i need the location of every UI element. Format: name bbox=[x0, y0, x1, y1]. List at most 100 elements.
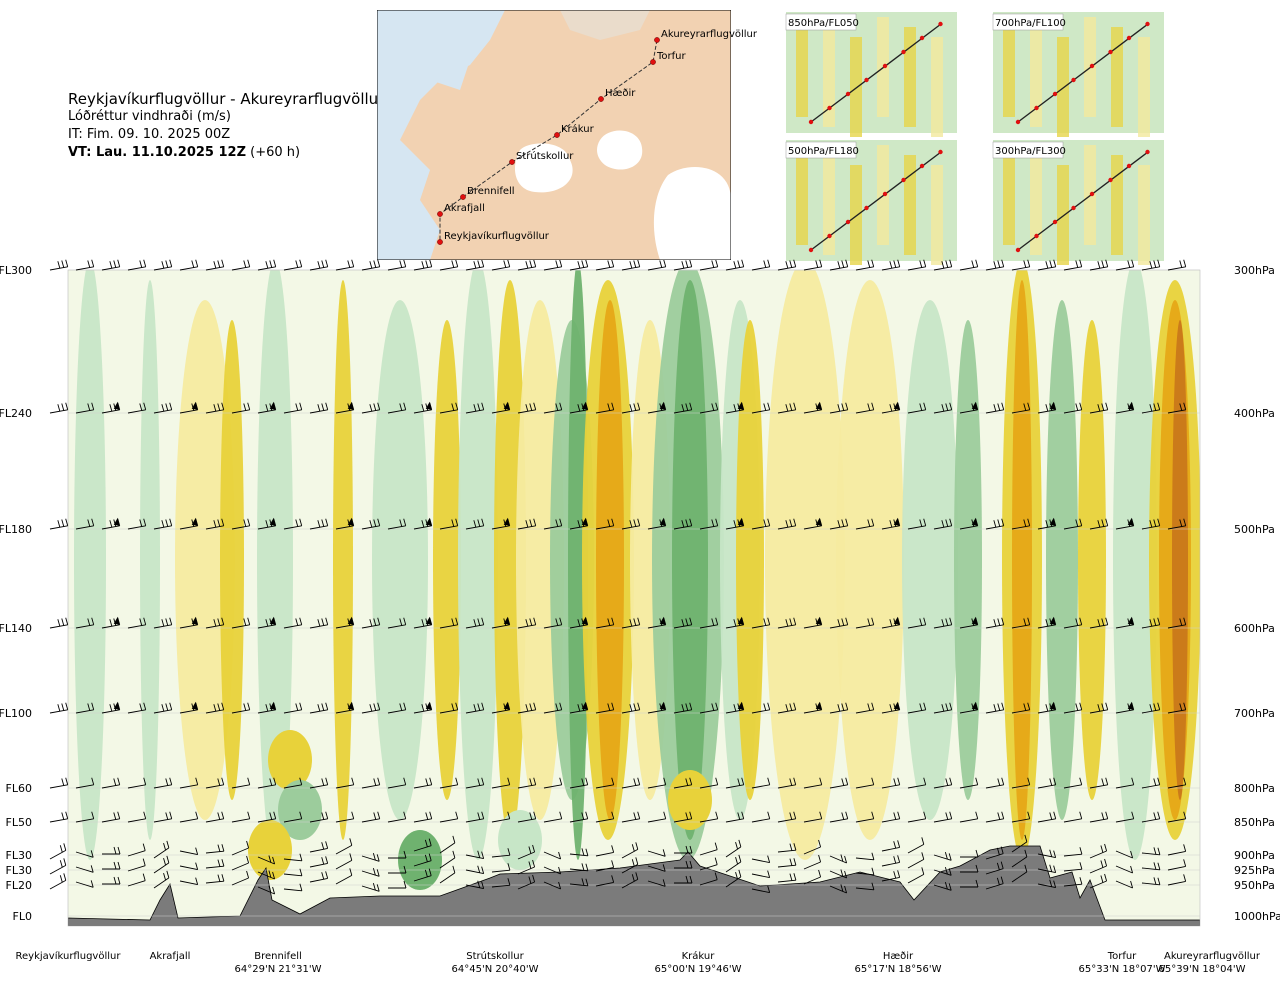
wind-barb bbox=[205, 266, 224, 271]
wind-barb-feather bbox=[607, 618, 611, 626]
wind-barb-feather bbox=[1149, 619, 1153, 627]
wind-barb bbox=[335, 409, 354, 414]
wind-barb bbox=[491, 409, 510, 414]
wind-barb bbox=[933, 624, 952, 629]
wind-barb-feather bbox=[867, 403, 871, 411]
velocity-band bbox=[516, 300, 564, 820]
wind-barb bbox=[1089, 709, 1108, 714]
wind-barb bbox=[751, 858, 770, 864]
wind-barb-feather bbox=[299, 702, 303, 710]
wind-barb-feather bbox=[61, 618, 65, 626]
wind-barb bbox=[985, 784, 1004, 789]
wind-barb bbox=[101, 709, 120, 714]
wind-barb bbox=[231, 409, 250, 414]
waypoint-labels: Reykjavíkurflugvöllur Akrafjall Brennifell… bbox=[16, 950, 1261, 975]
wind-barb bbox=[179, 266, 198, 271]
wind-barb-feather bbox=[1075, 260, 1079, 268]
wind-barb-feather bbox=[87, 260, 91, 268]
wind-barb-feather bbox=[299, 259, 303, 267]
chart-header: Reykjavíkurflugvöllur - Akureyrarflugvöl… bbox=[68, 90, 384, 162]
wind-barb bbox=[1141, 882, 1160, 886]
wind-barb bbox=[647, 818, 666, 823]
wind-barb-feather bbox=[481, 811, 485, 819]
wind-barb bbox=[517, 709, 536, 714]
wind-barb bbox=[881, 409, 900, 414]
wind-barb-feather bbox=[681, 704, 685, 712]
wind-barb bbox=[231, 266, 250, 271]
wind-barb-feather bbox=[91, 702, 95, 710]
wind-barb-pennant bbox=[581, 401, 588, 410]
wind-barb bbox=[439, 709, 458, 714]
wind-barb-feather bbox=[1104, 873, 1108, 882]
wind-barb-feather bbox=[528, 861, 532, 869]
wind-barb-feather bbox=[763, 618, 767, 626]
wind-barb-feather bbox=[733, 704, 737, 712]
wind-barb-feather bbox=[996, 877, 1000, 885]
wind-barb bbox=[179, 818, 198, 823]
wind-barb-feather bbox=[897, 777, 901, 785]
wind-barb-feather bbox=[1053, 850, 1057, 858]
wind-barb-feather bbox=[633, 703, 637, 711]
wind-barb bbox=[1141, 818, 1160, 823]
wind-barb-feather bbox=[871, 259, 875, 267]
wind-barb-feather bbox=[585, 878, 589, 886]
wind-barb-feather bbox=[818, 869, 822, 878]
velocity-band bbox=[220, 320, 244, 800]
wind-barb bbox=[881, 525, 900, 530]
wind-barb bbox=[1011, 624, 1030, 629]
wind-barb bbox=[387, 266, 406, 271]
wind-barb-feather bbox=[1079, 259, 1083, 267]
wind-barb bbox=[309, 525, 328, 530]
wind-barb-feather bbox=[1131, 811, 1135, 819]
wind-barb-feather bbox=[428, 868, 432, 876]
wind-barb-feather bbox=[321, 703, 325, 711]
wind-barb-feather bbox=[867, 618, 871, 626]
map-waypoint-name: Akureyrarflugvöllur bbox=[661, 29, 758, 40]
wind-barb-feather bbox=[269, 260, 273, 268]
wind-barb bbox=[517, 881, 535, 890]
wind-barb bbox=[543, 709, 562, 714]
wind-barb bbox=[153, 847, 170, 859]
wind-barb-feather bbox=[607, 260, 611, 268]
wind-barb-pennant bbox=[425, 401, 432, 410]
wind-barb bbox=[387, 624, 406, 629]
wind-barb-feather bbox=[948, 868, 952, 876]
wind-barb bbox=[1011, 856, 1028, 868]
wind-barb-feather bbox=[503, 260, 507, 268]
wind-barb-feather bbox=[1149, 261, 1153, 269]
wind-barb bbox=[335, 266, 354, 271]
wind-barb-feather bbox=[317, 261, 321, 269]
wind-barb-feather bbox=[109, 520, 113, 528]
wind-barb-pennant bbox=[737, 701, 744, 710]
wind-barb-feather bbox=[451, 519, 455, 527]
wind-barb-feather bbox=[945, 260, 949, 268]
wind-barb-feather bbox=[659, 260, 663, 268]
wind-barb-feather bbox=[1024, 834, 1028, 842]
wind-barb-feather bbox=[477, 865, 481, 873]
wind-barb-feather bbox=[685, 860, 689, 869]
wind-barb-feather bbox=[785, 704, 789, 712]
wind-barb-feather bbox=[1153, 847, 1157, 855]
wind-barb-feather bbox=[1045, 261, 1049, 269]
wind-barb bbox=[1011, 525, 1030, 530]
wind-barb-feather bbox=[789, 873, 793, 881]
wind-barb-feather bbox=[793, 811, 797, 819]
wind-barb-feather bbox=[403, 880, 407, 889]
wind-barb bbox=[1141, 784, 1160, 789]
wind-barb-feather bbox=[221, 702, 225, 710]
wind-barb bbox=[907, 818, 926, 823]
wind-barb-feather bbox=[611, 845, 615, 853]
wind-barb-feather bbox=[317, 704, 321, 712]
pressure-level-label: 950hPa bbox=[1234, 879, 1275, 892]
wind-barb-feather bbox=[1001, 811, 1005, 819]
map-waypoint-marker bbox=[460, 194, 466, 200]
wind-barb-feather bbox=[1053, 865, 1057, 873]
wind-barb bbox=[205, 525, 224, 530]
wind-barb-feather bbox=[481, 518, 485, 526]
wind-barb bbox=[127, 784, 146, 789]
wind-barb-feather bbox=[507, 878, 511, 886]
wind-barb-feather bbox=[481, 259, 485, 267]
wind-barb-feather bbox=[525, 520, 529, 528]
wind-barb bbox=[1011, 784, 1030, 789]
wind-barb-pennant bbox=[503, 401, 510, 410]
